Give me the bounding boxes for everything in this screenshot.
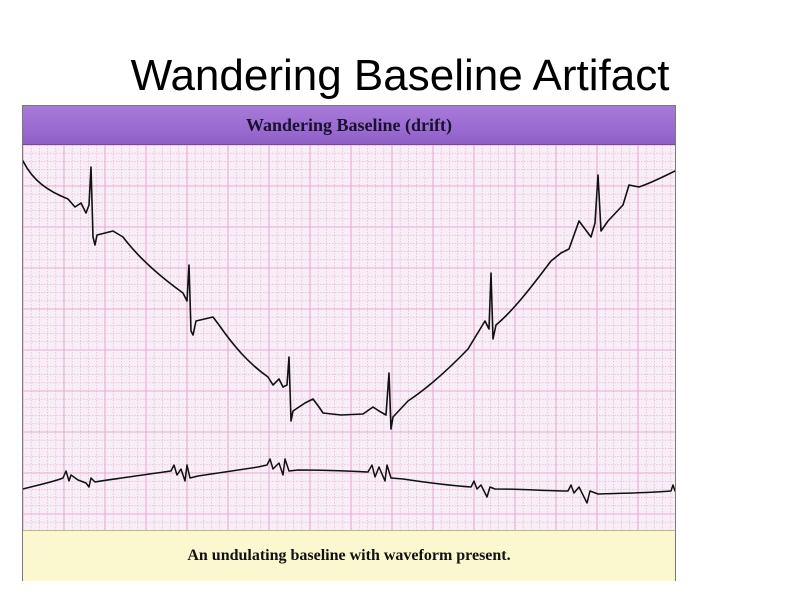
figure-header: Wandering Baseline (drift) (23, 106, 675, 145)
slide-title: Wandering Baseline Artifact (130, 51, 670, 100)
ecg-trace-wandering (23, 160, 675, 430)
ecg-figure: Wandering Baseline (drift) An undulating… (22, 105, 676, 581)
ecg-trace-baseline (23, 458, 675, 504)
ecg-grid (23, 145, 675, 530)
figure-caption: An undulating baseline with waveform pre… (23, 530, 675, 581)
ecg-strip (23, 145, 675, 530)
ecg-traces (23, 160, 675, 504)
